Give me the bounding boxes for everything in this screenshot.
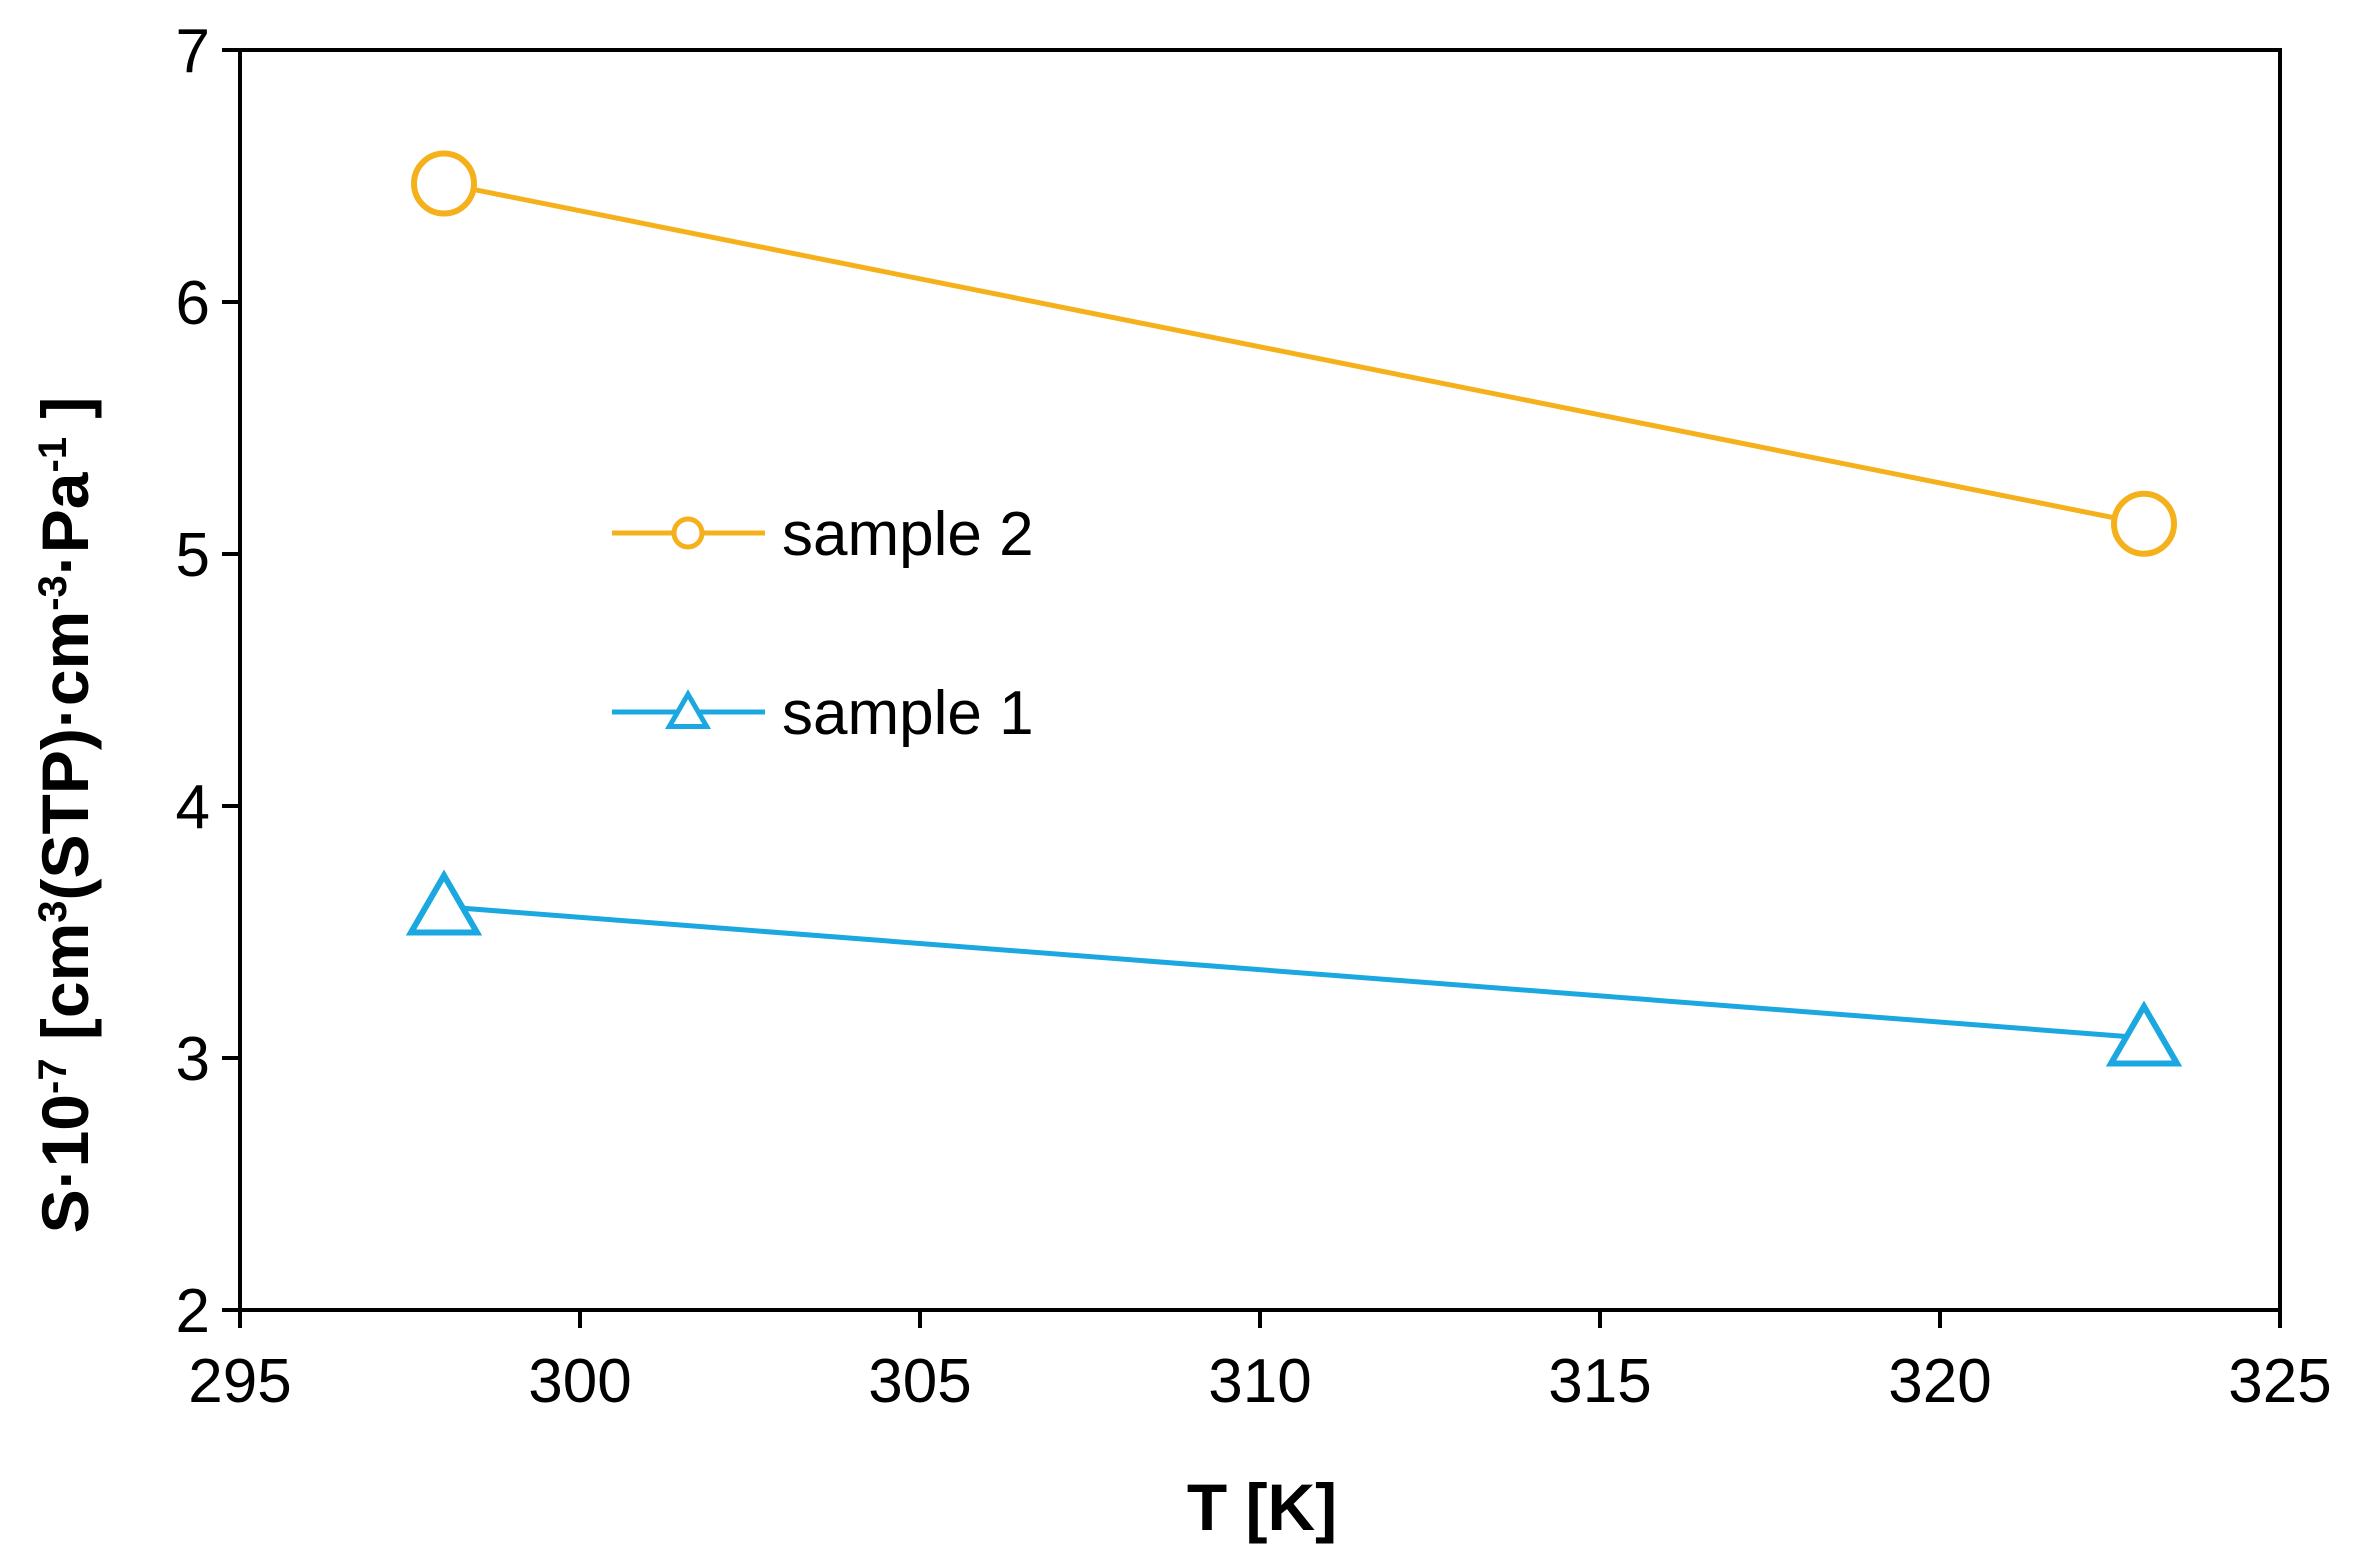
x-tick-label: 315 (1548, 1347, 1651, 1416)
x-axis-title: T [K] (1187, 1470, 1337, 1544)
y-tick-label: 7 (176, 17, 210, 86)
series-layer (405, 150, 2183, 1067)
y-axis-ticks: 2 3 4 5 6 7 (176, 17, 240, 1346)
data-point-sample-2 (411, 150, 477, 217)
y-tick-label: 6 (176, 269, 210, 338)
x-axis-ticks: 295 300 305 310 315 320 325 (188, 1310, 2332, 1416)
y-tick-label: 3 (176, 1025, 210, 1094)
y-axis-title-sup: -1 (31, 437, 75, 473)
y-axis-title-part: ] (28, 397, 102, 437)
y-axis-title-sup: -3 (31, 575, 75, 611)
plot-area-frame (238, 48, 2282, 1312)
legend-marker-sample-2 (671, 516, 705, 550)
y-axis-title-sup: -7 (31, 1058, 75, 1094)
y-axis-title-part: (STP)·cm (28, 611, 102, 901)
data-point-sample-2 (2111, 490, 2177, 557)
y-axis-title-part: [cm (28, 923, 102, 1059)
legend-label-sample-1: sample 1 (782, 679, 1034, 748)
x-tick-label: 320 (1888, 1347, 1991, 1416)
x-tick-label: 300 (528, 1347, 631, 1416)
legend-label-sample-2: sample 2 (782, 500, 1034, 569)
y-axis-title: S·10-7 [cm3(STP)·cm-3·Pa-1 ] (28, 397, 102, 1234)
data-point-sample-1 (2105, 1000, 2183, 1067)
y-axis-title-part: ·Pa (28, 471, 102, 575)
y-axis-title-sup: 3 (31, 900, 75, 922)
x-tick-label: 305 (868, 1347, 971, 1416)
x-tick-label: 325 (2228, 1347, 2331, 1416)
y-tick-label: 4 (176, 773, 210, 842)
series-line-sample-2 (443, 181, 2145, 527)
y-tick-label: 5 (176, 521, 210, 590)
y-axis-title-part: S·10 (28, 1094, 102, 1233)
series-line-sample-1 (443, 904, 2145, 1041)
legend-marker-sample-1 (664, 689, 712, 730)
legend: sample 2 sample 1 (612, 500, 1034, 748)
x-tick-label: 295 (188, 1347, 291, 1416)
data-point-sample-1 (405, 869, 483, 936)
y-tick-label: 2 (176, 1277, 210, 1346)
x-tick-label: 310 (1208, 1347, 1311, 1416)
